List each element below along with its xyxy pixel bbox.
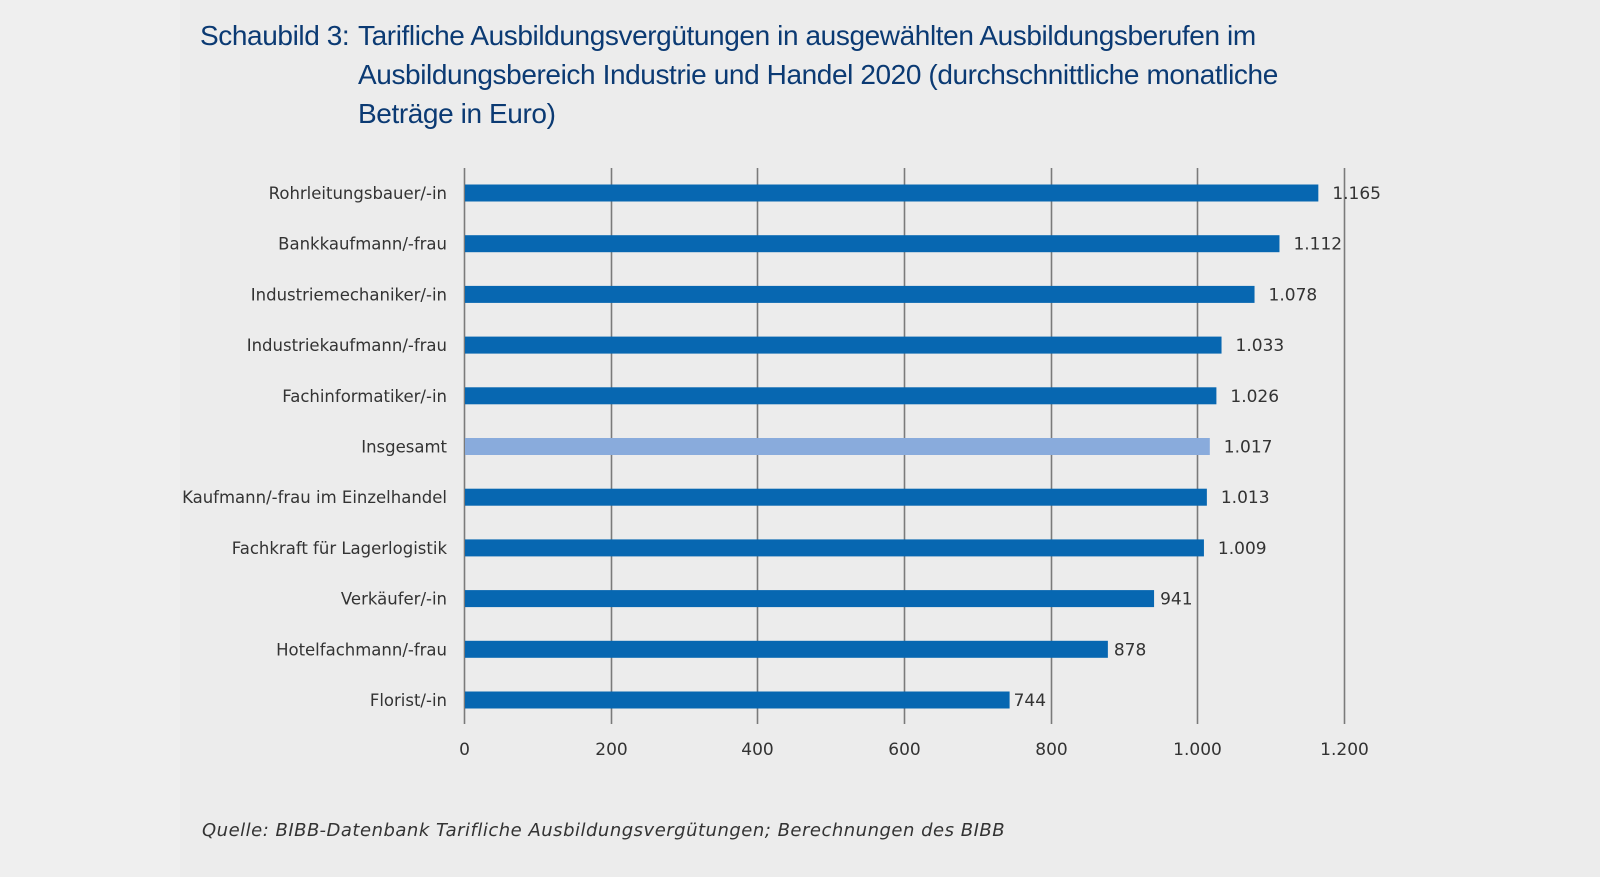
- value-label: 1.013: [1221, 488, 1270, 508]
- x-tick-label: 200: [595, 740, 627, 760]
- category-label: Industriemechaniker/-in: [251, 285, 447, 304]
- x-tick-label: 1.000: [1173, 740, 1222, 760]
- value-label: 878: [1114, 640, 1146, 660]
- chart-title-line-1: Tarifliche Ausbildungsvergütungen in aus…: [358, 20, 1256, 51]
- bars: [465, 184, 1319, 709]
- bar: [465, 590, 1155, 608]
- bar: [465, 387, 1217, 405]
- left-margin-band: [0, 0, 180, 877]
- bar: [465, 691, 1010, 709]
- bar: [465, 640, 1108, 658]
- category-label: Florist/-in: [370, 691, 447, 710]
- category-label: Fachkraft für Lagerlogistik: [232, 539, 448, 558]
- category-label: Hotelfachmann/-frau: [276, 640, 447, 659]
- value-label: 1.033: [1236, 336, 1285, 356]
- x-tick-label: 800: [1035, 740, 1067, 760]
- category-label: Fachinformatiker/-in: [282, 387, 447, 406]
- category-label: Industriekaufmann/-frau: [247, 336, 447, 355]
- category-label: Verkäufer/-in: [341, 590, 447, 609]
- x-axis-tick-labels: 0 200 400 600 800 1.000 1.200: [459, 740, 1369, 760]
- category-label: Kaufmann/-frau im Einzelhandel: [182, 488, 447, 507]
- bar: [465, 235, 1280, 253]
- chart-title-prefix: Schaubild 3:: [200, 20, 350, 51]
- x-tick-label: 0: [459, 740, 470, 760]
- chart-title-line-3: Beträge in Euro): [358, 98, 556, 129]
- category-label: Bankkaufmann/-frau: [278, 235, 447, 254]
- x-tick-label: 600: [888, 740, 920, 760]
- bar: [465, 539, 1204, 557]
- value-label: 1.009: [1218, 539, 1267, 559]
- chart-title-line-2: Ausbildungsbereich Industrie und Handel …: [358, 59, 1278, 90]
- source-note: Quelle: BIBB-Datenbank Tarifliche Ausbil…: [202, 820, 1006, 841]
- value-label: 941: [1160, 590, 1192, 610]
- x-tick-label: 400: [741, 740, 773, 760]
- value-label: 1.112: [1293, 235, 1342, 255]
- value-label: 1.026: [1230, 387, 1279, 407]
- value-labels: 1.165 1.112 1.078 1.033 1.026 1.017 1.013 1.009…: [1014, 184, 1381, 711]
- value-label: 1.078: [1269, 285, 1318, 305]
- value-label: 1.017: [1224, 438, 1273, 458]
- category-label: Insgesamt: [361, 438, 447, 457]
- bar: [465, 184, 1319, 202]
- bar: [465, 285, 1255, 303]
- bar-total: [465, 438, 1210, 455]
- value-label: 744: [1014, 691, 1046, 711]
- category-label: Rohrleitungsbauer/-in: [269, 184, 447, 203]
- x-tick-label: 1.200: [1320, 740, 1369, 760]
- bar: [465, 336, 1222, 354]
- value-label: 1.165: [1332, 184, 1381, 204]
- bar: [465, 488, 1207, 506]
- chart-title: Schaubild 3: Tarifliche Ausbildungsvergü…: [200, 16, 1278, 133]
- category-labels: Rohrleitungsbauer/-in Bankkaufmann/-frau I…: [182, 184, 447, 710]
